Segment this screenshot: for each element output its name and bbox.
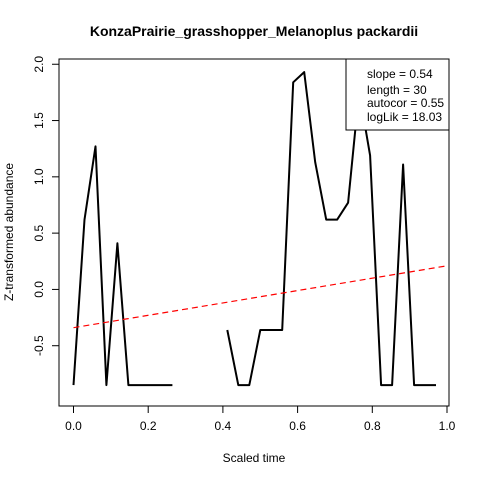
x-tick-label: 0.6 [289, 419, 306, 433]
x-tick-label: 1.0 [439, 419, 456, 433]
y-axis: -0.5 0.0 0.5 1.0 1.5 2.0 [32, 56, 60, 356]
legend-entry: length = 30 [367, 83, 427, 97]
trend-line [73, 265, 448, 329]
x-tick-label: 0.0 [65, 419, 82, 433]
legend-entry: autocor = 0.55 [367, 96, 444, 110]
y-tick-label: 1.5 [32, 112, 46, 129]
legend: slope = 0.54 length = 30 autocor = 0.55 … [345, 58, 450, 131]
y-tick-label: -0.5 [32, 335, 46, 356]
chart-title: KonzaPrairie_grasshopper_Melanoplus pack… [90, 23, 418, 39]
x-axis: 0.0 0.2 0.4 0.6 0.8 1.0 [65, 405, 456, 433]
y-tick-label: 0.0 [32, 281, 46, 298]
legend-box [345, 58, 450, 131]
y-tick-label: 2.0 [32, 56, 46, 73]
x-axis-label: Scaled time [223, 451, 286, 465]
y-axis-label: Z-transformed abundance [2, 163, 16, 301]
y-tick-label: 0.5 [32, 224, 46, 241]
y-tick-label: 1.0 [32, 168, 46, 185]
x-tick-label: 0.2 [140, 419, 157, 433]
legend-entry: logLik = 18.03 [367, 110, 442, 124]
series-layer [72, 71, 448, 387]
series-line [72, 71, 436, 387]
x-tick-label: 0.4 [215, 419, 232, 433]
x-tick-label: 0.8 [364, 419, 381, 433]
legend-entry: slope = 0.54 [367, 67, 433, 81]
